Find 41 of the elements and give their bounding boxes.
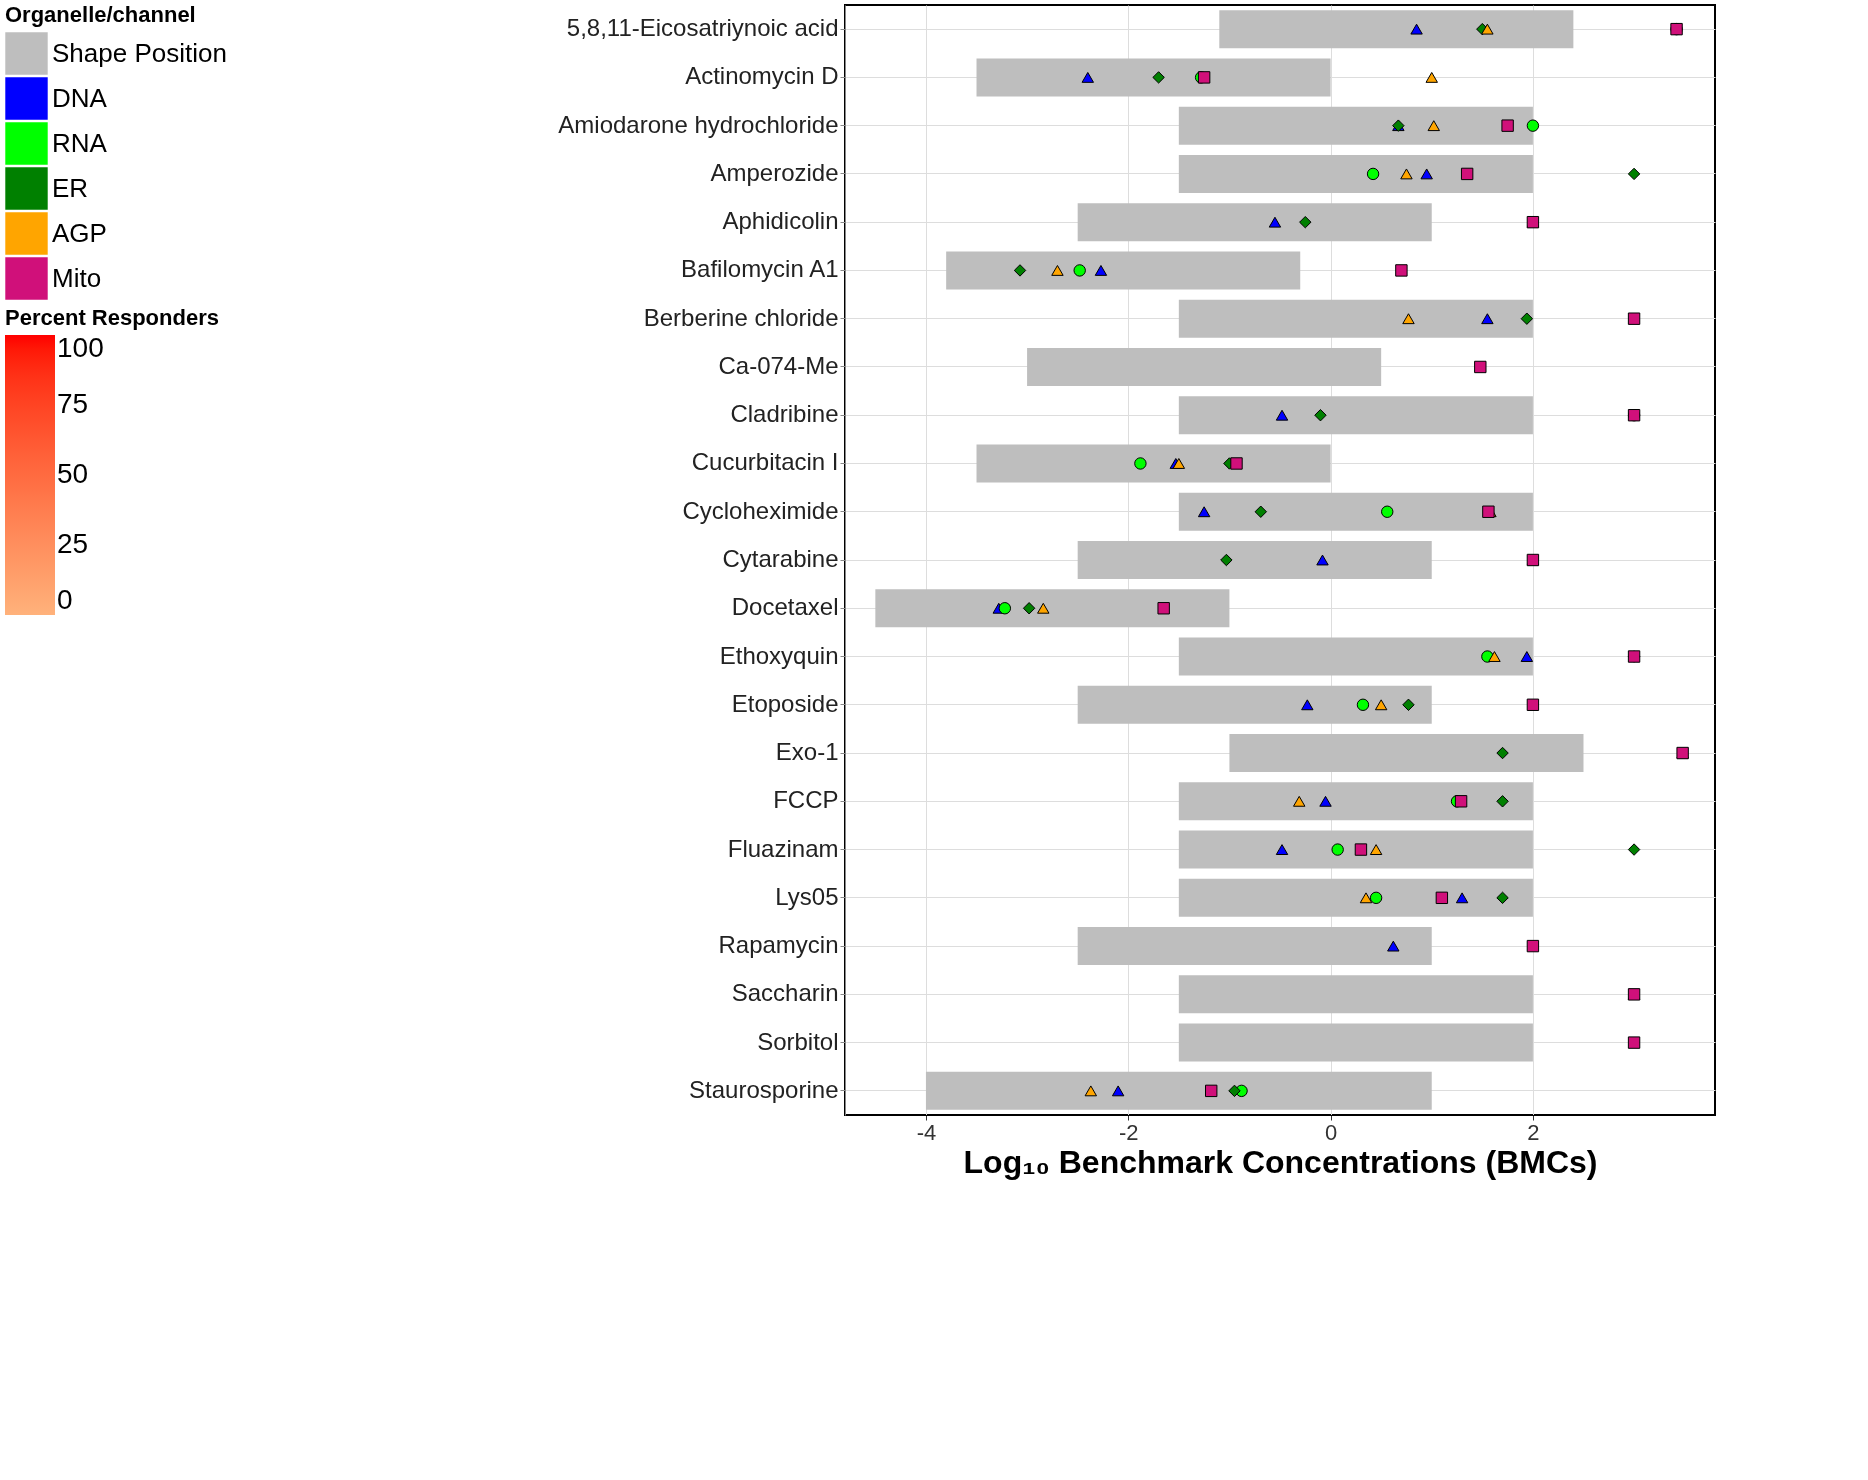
legend-label: Shape Position — [52, 37, 227, 68]
color-bar-label: 25 — [57, 528, 89, 559]
y-tick-label: Bafilomycin A1 — [681, 255, 839, 283]
y-tick-label: FCCP — [773, 786, 839, 814]
legend-label: DNA — [52, 82, 108, 113]
x-tick-label: 2 — [1527, 1119, 1540, 1145]
legend-label: AGP — [52, 217, 107, 248]
color-bar-label: 100 — [57, 332, 104, 363]
y-tick-label: Staurosporine — [689, 1075, 839, 1103]
y-tick-label: Ca-074-Me — [718, 351, 839, 379]
legend-label: RNA — [52, 127, 108, 158]
y-tick-label: Rapamycin — [718, 931, 839, 959]
y-tick-label: Ethoxyquin — [719, 641, 839, 669]
y-tick-label: Saccharin — [731, 979, 839, 1007]
color-bar-label: 0 — [57, 584, 73, 615]
y-tick-label: Sorbitol — [757, 1027, 839, 1055]
legend-label: ER — [52, 172, 89, 203]
x-tick-label: -4 — [916, 1119, 937, 1145]
color-bar-label: 50 — [57, 458, 89, 489]
y-tick-label: Amiodarone hydrochloride — [558, 110, 839, 138]
x-tick-label: -2 — [1118, 1119, 1139, 1145]
y-tick-label: Exo-1 — [775, 738, 839, 766]
y-tick-label: Fluazinam — [727, 834, 839, 862]
y-tick-label: Etoposide — [731, 689, 839, 717]
y-tick-label: Actinomycin D — [685, 62, 839, 90]
legend-title: Organelle/channel — [5, 2, 196, 27]
y-tick-label: Cytarabine — [722, 545, 839, 572]
y-tick-label: Cucurbitacin I — [691, 448, 839, 476]
y-tick-label: Berberine chloride — [643, 303, 839, 331]
color-bar-label: 75 — [57, 388, 89, 419]
x-tick-label: 0 — [1324, 1119, 1338, 1145]
y-tick-label: Docetaxel — [731, 593, 839, 621]
y-tick-label: Amperozide — [710, 158, 839, 186]
legend-label: Mito — [52, 262, 102, 293]
y-tick-label: Aphidicolin — [722, 207, 839, 235]
color-bar-title: Percent Responders — [5, 305, 219, 330]
y-tick-label: Cladribine — [730, 400, 839, 428]
y-tick-label: Lys05 — [775, 882, 839, 910]
y-tick-label: Cycloheximide — [682, 496, 839, 524]
y-tick-label: 5,8,11-Eicosatriynoic acid — [566, 14, 839, 42]
x-axis-title: Log₁₀ Benchmark Concentrations (BMCs) — [963, 1143, 1598, 1180]
